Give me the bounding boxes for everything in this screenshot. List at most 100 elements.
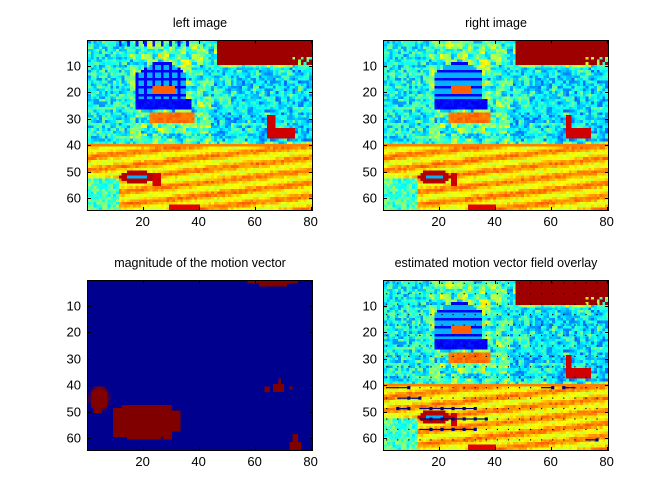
y-tick-label: 50	[66, 164, 81, 180]
axes-right	[383, 40, 609, 211]
y-tick-mark	[88, 358, 91, 360]
image-plot	[384, 41, 608, 210]
x-tick-label: 60	[247, 454, 262, 469]
x-tick-mark	[142, 281, 144, 284]
y-tick-label: 40	[362, 377, 377, 393]
y-tick-label: 50	[66, 404, 81, 420]
y-tick-mark	[309, 332, 312, 334]
y-tick-label: 20	[66, 324, 81, 340]
y-tick-label: 30	[362, 351, 377, 367]
y-tick-mark	[309, 411, 312, 413]
axes-overlay	[383, 280, 609, 451]
y-tick-mark	[384, 411, 387, 413]
y-tick-mark	[384, 385, 387, 387]
y-tick-mark	[384, 92, 387, 94]
x-tick-mark	[142, 207, 144, 210]
x-tick-mark	[198, 281, 200, 284]
x-tick-label: 80	[599, 214, 614, 229]
y-tick-mark	[309, 92, 312, 94]
x-tick-mark	[438, 447, 440, 450]
y-tick-label: 60	[362, 190, 377, 206]
x-tick-mark	[550, 207, 552, 210]
image-plot	[88, 41, 312, 210]
x-tick-mark	[438, 207, 440, 210]
y-tick-mark	[88, 306, 91, 308]
x-tick-label: 20	[431, 214, 446, 229]
y-tick-mark	[605, 92, 608, 94]
x-tick-mark	[606, 41, 608, 44]
y-tick-label: 10	[66, 298, 81, 314]
y-tick-mark	[309, 145, 312, 147]
x-tick-label: 40	[191, 214, 206, 229]
image-plot	[384, 281, 608, 450]
x-tick-mark	[254, 41, 256, 44]
x-tick-label: 40	[487, 214, 502, 229]
y-tick-label: 30	[362, 111, 377, 127]
y-tick-mark	[309, 198, 312, 200]
y-tick-mark	[309, 171, 312, 173]
y-tick-mark	[309, 66, 312, 68]
x-tick-mark	[550, 281, 552, 284]
x-tick-mark	[310, 281, 312, 284]
x-tick-mark	[494, 41, 496, 44]
x-tick-mark	[550, 41, 552, 44]
y-tick-mark	[384, 358, 387, 360]
y-tick-mark	[309, 385, 312, 387]
y-tick-mark	[384, 118, 387, 120]
y-tick-mark	[384, 66, 387, 68]
y-tick-mark	[605, 358, 608, 360]
x-tick-label: 20	[135, 214, 150, 229]
x-tick-label: 80	[599, 454, 614, 469]
y-tick-label: 40	[66, 377, 81, 393]
y-tick-mark	[88, 198, 91, 200]
y-tick-mark	[309, 118, 312, 120]
y-tick-mark	[605, 145, 608, 147]
y-tick-mark	[384, 171, 387, 173]
image-plot	[88, 281, 312, 450]
y-tick-mark	[88, 118, 91, 120]
x-tick-label: 80	[303, 454, 318, 469]
quiver-overlay	[386, 282, 599, 442]
subplot-title: right image	[465, 16, 527, 30]
y-tick-label: 40	[66, 137, 81, 153]
y-tick-mark	[605, 66, 608, 68]
y-tick-label: 40	[362, 137, 377, 153]
x-tick-mark	[494, 447, 496, 450]
x-tick-mark	[606, 281, 608, 284]
y-tick-mark	[309, 438, 312, 440]
y-tick-mark	[88, 332, 91, 334]
y-tick-label: 20	[66, 84, 81, 100]
y-tick-label: 10	[362, 58, 377, 74]
x-tick-label: 80	[303, 214, 318, 229]
y-tick-mark	[88, 92, 91, 94]
y-tick-mark	[605, 198, 608, 200]
y-tick-mark	[605, 438, 608, 440]
x-tick-mark	[494, 207, 496, 210]
axes-left	[87, 40, 313, 211]
y-tick-mark	[605, 332, 608, 334]
subplot-title: estimated motion vector field overlay	[394, 256, 598, 270]
x-tick-mark	[606, 207, 608, 210]
subplot-title: left image	[172, 16, 228, 30]
x-tick-mark	[254, 281, 256, 284]
y-tick-mark	[605, 171, 608, 173]
x-tick-mark	[494, 281, 496, 284]
x-tick-label: 60	[247, 214, 262, 229]
x-tick-mark	[254, 447, 256, 450]
y-tick-mark	[309, 306, 312, 308]
x-tick-mark	[142, 41, 144, 44]
x-tick-mark	[198, 447, 200, 450]
x-tick-mark	[438, 281, 440, 284]
y-tick-mark	[309, 358, 312, 360]
x-tick-mark	[310, 41, 312, 44]
x-tick-label: 60	[543, 214, 558, 229]
axes-magnitude	[87, 280, 313, 451]
x-tick-label: 40	[191, 454, 206, 469]
y-tick-label: 50	[362, 164, 377, 180]
y-tick-mark	[88, 438, 91, 440]
y-tick-mark	[605, 411, 608, 413]
y-tick-mark	[88, 145, 91, 147]
x-tick-mark	[254, 207, 256, 210]
x-tick-mark	[310, 447, 312, 450]
x-tick-mark	[198, 207, 200, 210]
